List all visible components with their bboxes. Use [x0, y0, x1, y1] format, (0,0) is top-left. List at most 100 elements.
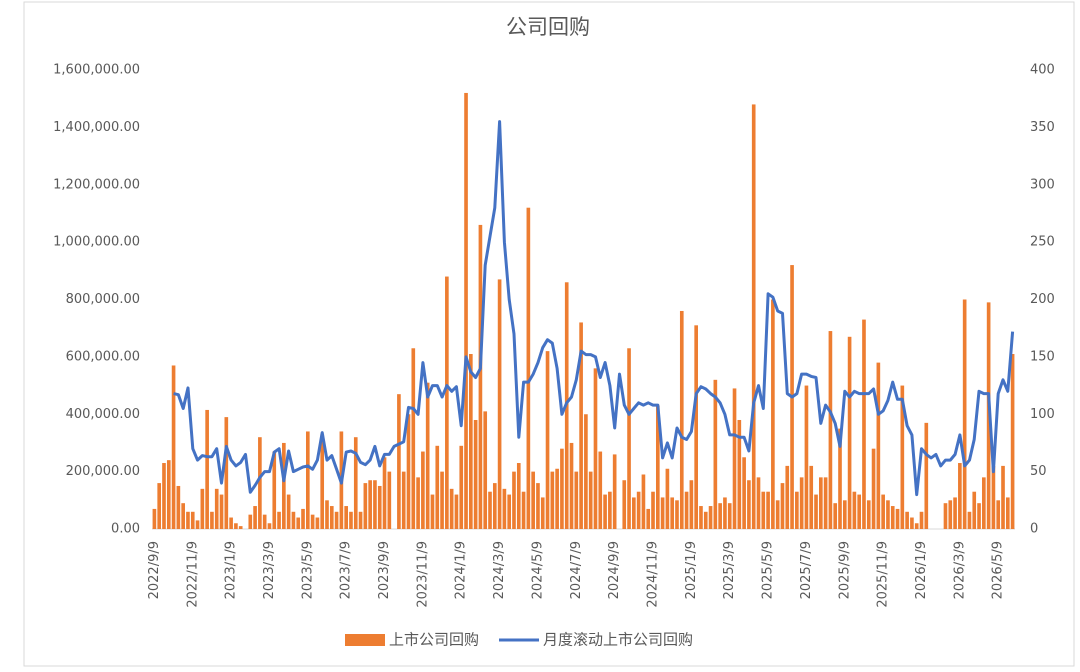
bar — [320, 434, 325, 529]
bar — [315, 517, 320, 529]
x-tick-label: 2022/11/9 — [185, 541, 200, 608]
x-tick-label: 2025/3/9 — [722, 541, 737, 599]
bar — [1010, 354, 1015, 529]
bar — [512, 471, 516, 529]
bar — [761, 491, 766, 529]
bar — [555, 468, 559, 529]
bar — [569, 442, 574, 529]
bar — [176, 485, 181, 529]
bar — [962, 299, 967, 529]
x-tick-label: 2025/11/9 — [876, 541, 891, 608]
bar — [195, 520, 200, 529]
y-tick-label: 0.00 — [111, 522, 140, 537]
bar — [804, 385, 809, 529]
bar — [497, 279, 502, 529]
bar — [411, 348, 416, 529]
bar — [612, 454, 617, 529]
bar — [718, 503, 722, 529]
bar — [684, 491, 689, 529]
bar — [401, 471, 406, 529]
legend-swatch — [345, 634, 385, 646]
bar — [521, 491, 526, 529]
bar — [344, 506, 348, 529]
bar — [732, 388, 737, 529]
bar — [560, 448, 564, 529]
bar — [516, 463, 521, 529]
x-tick-label: 2023/9/9 — [377, 541, 392, 599]
bar — [1001, 465, 1005, 529]
legend-label: 月度滚动上市公司回购 — [543, 631, 693, 649]
bar — [162, 463, 166, 529]
bar — [795, 491, 799, 529]
bar — [214, 488, 219, 529]
bar — [454, 494, 459, 529]
y-tick-label: 400,000.00 — [66, 407, 140, 422]
bar — [277, 511, 281, 529]
bar — [262, 514, 267, 529]
y2-tick-label: 250 — [1030, 235, 1055, 250]
bar — [157, 483, 162, 529]
bar — [842, 500, 847, 529]
bar — [747, 480, 751, 529]
bar — [636, 491, 641, 529]
bar — [833, 503, 838, 529]
x-tick-label: 2023/1/9 — [224, 541, 239, 599]
line — [173, 120, 1015, 497]
bar — [982, 477, 986, 529]
bar — [186, 511, 190, 529]
bar — [440, 471, 444, 529]
bar — [881, 494, 885, 529]
bar — [886, 500, 890, 529]
bar — [224, 417, 229, 529]
bar — [310, 514, 315, 529]
bar — [627, 348, 631, 529]
bar — [910, 517, 914, 529]
bar — [914, 523, 919, 529]
bar — [996, 500, 1001, 529]
bar — [593, 368, 598, 529]
bar — [205, 409, 209, 529]
bar — [871, 448, 876, 529]
bar — [689, 480, 694, 529]
bar — [425, 382, 430, 529]
bar — [536, 483, 540, 529]
bar — [924, 422, 929, 529]
y-tick-label: 1,600,000.00 — [53, 63, 140, 78]
x-tick-label: 2024/11/9 — [646, 541, 661, 608]
bar — [406, 414, 411, 529]
bar — [771, 299, 775, 529]
y2-tick-label: 0 — [1030, 522, 1038, 537]
bar — [291, 511, 296, 529]
chart-frame — [23, 1, 1075, 667]
bar — [828, 331, 833, 529]
bar — [545, 351, 550, 529]
x-tick-label: 2025/7/9 — [799, 541, 814, 599]
bar — [507, 494, 512, 529]
bar — [694, 325, 698, 529]
bar — [823, 477, 828, 529]
y2-tick-label: 200 — [1030, 292, 1055, 307]
x-tick-label: 2024/3/9 — [492, 541, 507, 599]
bar — [387, 471, 392, 529]
bar — [349, 511, 353, 529]
y2-tick-label: 400 — [1030, 63, 1055, 78]
x-tick-label: 2026/1/9 — [914, 541, 929, 599]
bar — [483, 411, 488, 529]
bar — [238, 526, 243, 529]
bar — [325, 500, 329, 529]
bar — [464, 92, 468, 529]
bar — [876, 362, 881, 529]
bar — [272, 451, 277, 529]
y2-tick-label: 100 — [1030, 407, 1055, 422]
bar — [579, 322, 583, 529]
bar — [977, 503, 981, 529]
bar — [200, 488, 205, 529]
bar — [675, 500, 679, 529]
bar — [641, 474, 646, 529]
bar — [598, 451, 603, 529]
bar — [296, 517, 301, 529]
bar — [190, 511, 195, 529]
bar — [809, 465, 814, 529]
bar — [703, 511, 708, 529]
x-tick-label: 2023/11/9 — [415, 541, 430, 608]
